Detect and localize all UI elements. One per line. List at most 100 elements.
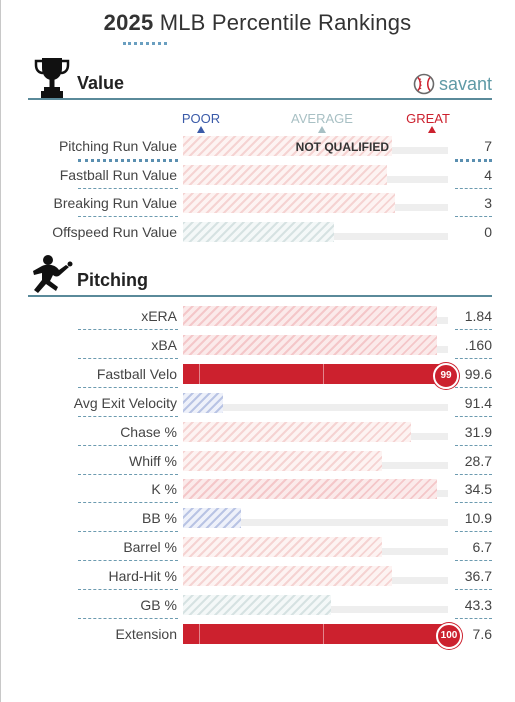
frame-border [0,0,1,702]
metric-label-gb: GB % [140,597,177,613]
metric-value-bb: 10.9 [464,510,492,527]
metric-label-bb: BB % [141,510,177,527]
metric-label-chase: Chase % [120,423,177,440]
metric-value-pitching-run-value: 7 [484,138,492,154]
savant-brand-text: savant [438,73,492,94]
percentile-bar-offspeed-run-value [183,222,334,243]
row-divider [455,216,492,218]
row-divider [78,444,178,446]
scale-poor-arrow [197,126,205,133]
row-divider [455,415,492,417]
metric-label-avg-exit-velocity: Avg Exit Velocity [73,394,177,411]
scale-average-label: AVERAGE [291,111,353,126]
metric-value-whiff: 28.7 [464,452,492,469]
title-text: MLB Percentile Rankings [159,10,412,35]
metric-label-fastball-velo: Fastball Velo [96,365,177,382]
metric-value-breaking-run-value: 3 [484,195,492,212]
savant-logo: savant [413,73,492,95]
row-divider [455,159,492,162]
percentile-bar-bb [183,508,241,529]
row-divider [455,357,492,359]
percentile-track-bb [183,519,448,527]
percentile-bar-gb [183,595,331,615]
percentile-bar-pitching-run-value [183,136,392,156]
row-divider [455,187,492,189]
metric-label-offspeed-run-value: Offspeed Run Value [52,224,177,241]
metric-label-whiff: Whiff % [129,452,177,469]
percentile-bar-fastball-velo [183,363,445,384]
bar-gridline [323,623,324,644]
percentile-bar-k [183,479,437,500]
metric-label-xba: xBA [151,336,177,353]
scale-great-label: GREAT [406,111,450,126]
metric-value-extension: 7.6 [472,625,492,642]
percentile-badge-extension: 100 [436,622,462,649]
page-title: 2025 MLB Percentile Rankings [0,10,515,36]
metric-value-k: 34.5 [464,481,492,498]
row-divider [455,502,492,504]
metric-label-breaking-run-value: Breaking Run Value [53,195,177,212]
pitching-section-title: Pitching [77,270,148,290]
pitcher-silhouette-icon [33,255,73,293]
row-divider [78,531,178,533]
percentile-bar-chase [183,421,411,442]
row-divider [455,386,492,388]
row-divider [455,329,492,330]
title-underline [123,42,167,45]
metric-value-offspeed-run-value: 0 [484,224,492,241]
metric-value-fastball-velo: 99.6 [464,365,492,382]
row-divider [78,415,178,417]
percentile-bar-breaking-run-value [183,193,395,214]
title-year: 2025 [103,10,154,35]
row-divider [78,216,178,218]
percentile-bar-xera [183,306,437,326]
row-divider [78,386,178,388]
metric-label-xera: xERA [141,308,177,324]
metric-value-barrel: 6.7 [472,539,492,556]
trophy-icon [34,58,70,98]
percentile-track-avg-exit-velocity [183,403,448,411]
row-divider [78,357,178,359]
pitching-section-header: Pitching [28,255,492,297]
metric-value-hard-hit: 36.7 [464,568,492,585]
row-divider [78,502,178,504]
baseball-icon [413,73,435,95]
value-section-title: Value [77,73,125,93]
row-divider [78,329,178,330]
row-divider [455,473,492,475]
percentile-bar-hard-hit [183,566,392,587]
row-divider [455,589,492,591]
row-divider [78,560,178,562]
percentile-bar-xba [183,334,437,355]
percentile-badge-fastball-velo: 99 [433,362,459,389]
bar-gridline [199,363,200,384]
scale-average-arrow [318,126,326,133]
metric-label-extension: Extension [115,625,177,642]
percentile-bar-whiff [183,450,382,471]
metric-label-k: K % [151,481,177,498]
percentile-bar-fastball-run-value [183,164,387,185]
row-divider [78,187,178,189]
row-divider [78,473,178,475]
metric-value-gb: 43.3 [464,597,492,613]
metric-label-fastball-run-value: Fastball Run Value [59,166,177,183]
metric-value-fastball-run-value: 4 [484,166,492,183]
percentile-bar-extension [183,623,448,644]
metric-value-chase: 31.9 [464,423,492,440]
bar-gridline [199,623,200,644]
row-divider [455,444,492,446]
scale-great-arrow [428,126,436,133]
row-divider [455,618,492,619]
row-divider [78,618,178,619]
percentile-bar-avg-exit-velocity [183,392,223,413]
row-divider [78,589,178,591]
metric-label-barrel: Barrel % [123,539,177,556]
not-qualified-label: NOT QUALIFIED [295,140,389,154]
row-divider [455,560,492,562]
scale-poor-label: POOR [181,111,221,126]
metric-value-xera: 1.84 [464,308,492,324]
percentile-bar-barrel [183,537,382,558]
row-divider [78,159,178,162]
metric-value-xba: .160 [464,336,492,353]
metric-label-hard-hit: Hard-Hit % [108,568,177,585]
